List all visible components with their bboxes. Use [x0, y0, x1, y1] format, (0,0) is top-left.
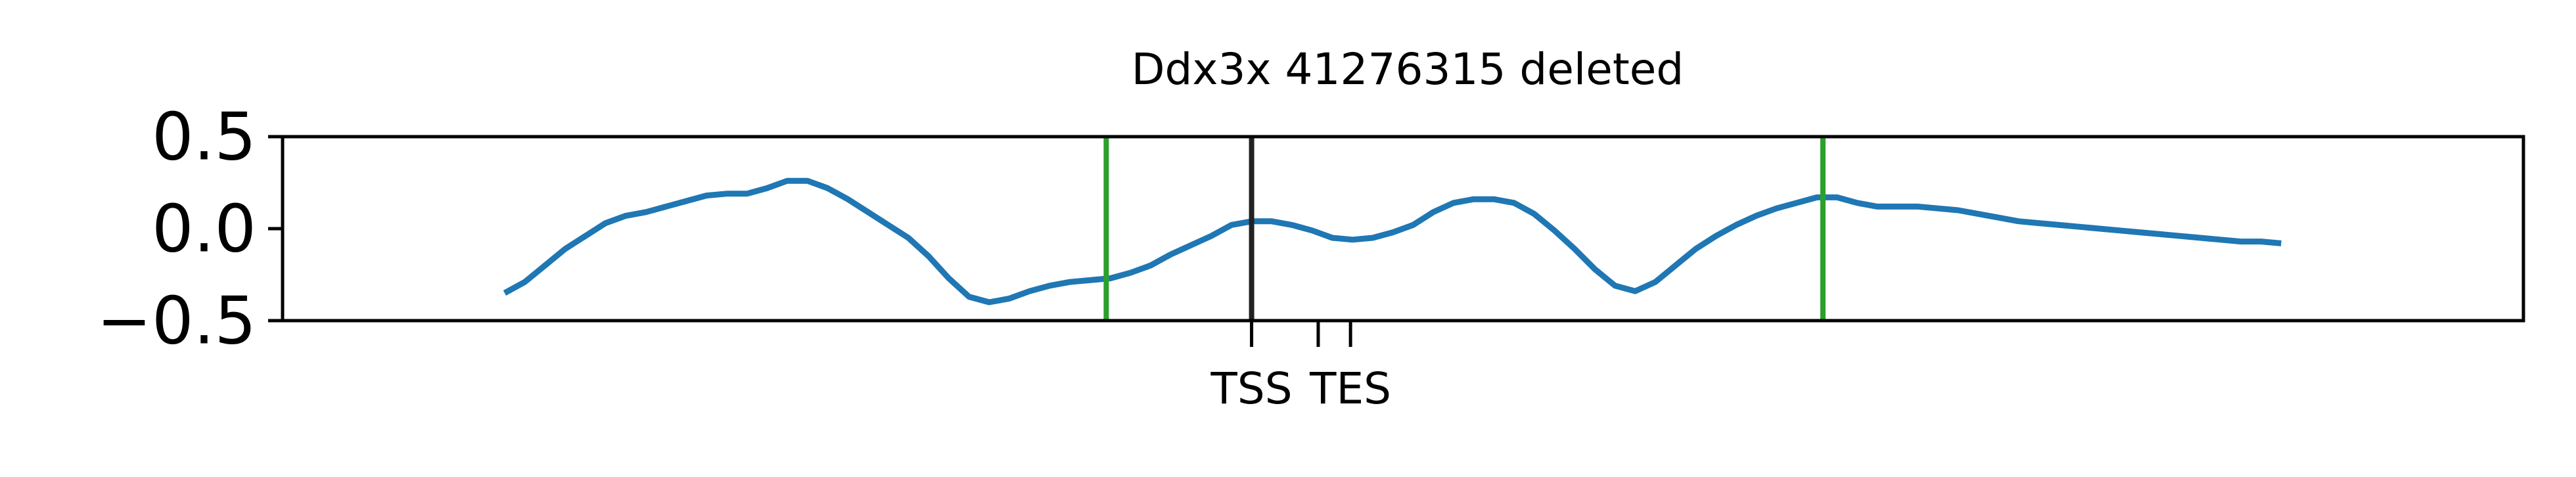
series-layer — [503, 177, 2282, 306]
y-axis: 0.5 0.0 −0.5 — [97, 99, 283, 359]
vline-layer — [1103, 137, 1826, 321]
y-tick-label-0: 0.5 — [152, 99, 256, 175]
chart-title: Ddx3x 41276315 deleted — [1132, 44, 1684, 95]
y-tick-label-1: 0.0 — [152, 191, 256, 267]
x-tick-label-0: TSS — [1210, 363, 1293, 414]
y-tick-label-2: −0.5 — [97, 283, 256, 359]
series-line-0 — [503, 177, 2282, 306]
x-tick-label-2: TES — [1309, 363, 1391, 414]
x-axis: TSS TES — [1210, 321, 1391, 414]
